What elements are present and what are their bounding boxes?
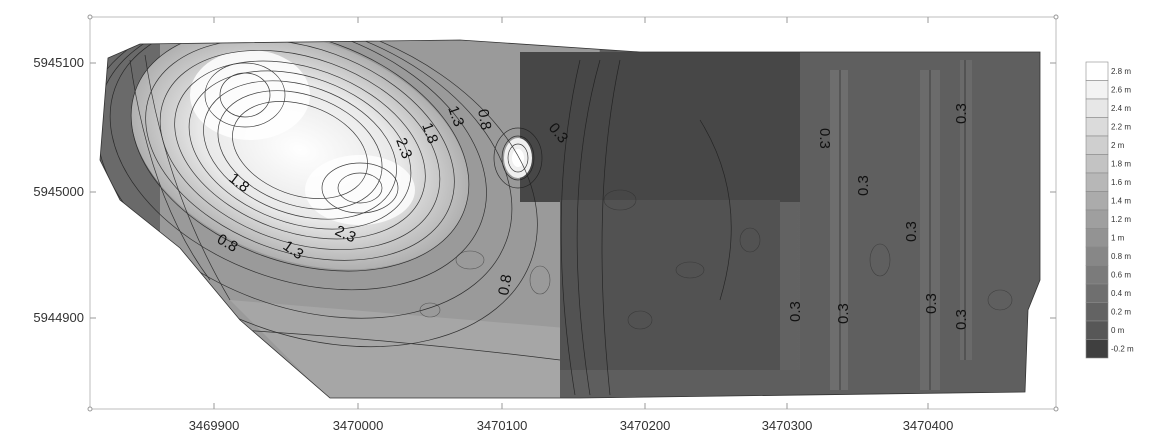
x-tick-label: 3470200	[620, 418, 671, 433]
y-tick-label: 5945000	[33, 184, 84, 199]
contour-label: 0.8	[495, 273, 515, 296]
legend-swatch	[1085, 246, 1109, 266]
legend-swatch	[1085, 135, 1109, 155]
legend-swatch	[1085, 209, 1109, 229]
legend-swatch	[1085, 265, 1109, 285]
legend-swatch	[1085, 191, 1109, 211]
legend-label: 1.8 m	[1111, 160, 1131, 169]
survey-boundary	[99, 39, 1041, 399]
legend-swatch	[1085, 117, 1109, 137]
legend-label: 1.6 m	[1111, 178, 1131, 187]
legend-swatch	[1085, 172, 1109, 192]
y-tick-label: 5944900	[33, 310, 84, 325]
legend-swatch	[1085, 320, 1109, 340]
contour-label: 0.3	[953, 309, 970, 330]
x-tick-label: 3469900	[189, 418, 240, 433]
contour-label: 0.3	[787, 301, 804, 322]
legend-label: 1 m	[1111, 234, 1125, 243]
legend-swatch	[1085, 339, 1109, 359]
contour-label: 2.3	[392, 136, 415, 161]
legend-label: 1.4 m	[1111, 197, 1131, 206]
legend-swatch	[1085, 228, 1109, 248]
legend-label: 2.2 m	[1111, 123, 1131, 132]
legend-swatch	[1085, 302, 1109, 322]
tick-marks	[90, 17, 1056, 409]
legend-label: 0.6 m	[1111, 271, 1131, 280]
legend-label: 0.8 m	[1111, 252, 1131, 261]
legend-label: 0.2 m	[1111, 308, 1131, 317]
contour-label: 0.3	[923, 293, 940, 314]
legend-label: 2 m	[1111, 141, 1125, 150]
contour-label: 0.3	[835, 303, 852, 324]
contour-label: 0.3	[903, 221, 920, 242]
frame-corner-tr	[1053, 14, 1059, 20]
frame-corner-bl	[87, 406, 93, 412]
x-tick-label: 3470000	[333, 418, 384, 433]
frame-corner-br	[1053, 406, 1059, 412]
legend-swatch	[1085, 154, 1109, 174]
legend-label: 2.6 m	[1111, 86, 1131, 95]
legend-label: 1.2 m	[1111, 215, 1131, 224]
contour-label: 0.3	[855, 175, 872, 196]
x-tick-label: 3470400	[903, 418, 954, 433]
legend-label: -0.2 m	[1111, 345, 1134, 354]
x-tick-label: 3470300	[762, 418, 813, 433]
contour-label: 1.8	[418, 121, 441, 146]
legend-label: 2.4 m	[1111, 104, 1131, 113]
contour-label: 0.3	[953, 103, 970, 124]
frame-corner-tl	[87, 14, 93, 20]
legend-swatch	[1085, 61, 1109, 81]
legend-swatch	[1085, 80, 1109, 100]
legend: 2.8 m 2.6 m 2.4 m 2.2 m 2 m 1.8 m 1.6 m 1.4 m 1.…	[1085, 61, 1134, 359]
legend-label: 2.8 m	[1111, 67, 1131, 76]
x-tick-label: 3470100	[477, 418, 528, 433]
y-tick-label: 5945100	[33, 55, 84, 70]
contour-label: 0.8	[474, 108, 494, 131]
legend-swatch	[1085, 98, 1109, 118]
legend-swatch	[1085, 283, 1109, 303]
legend-label: 0 m	[1111, 326, 1125, 335]
contour-label: 0.3	[816, 128, 833, 149]
contour-label: 1.3	[444, 104, 467, 129]
legend-label: 0.4 m	[1111, 289, 1131, 298]
